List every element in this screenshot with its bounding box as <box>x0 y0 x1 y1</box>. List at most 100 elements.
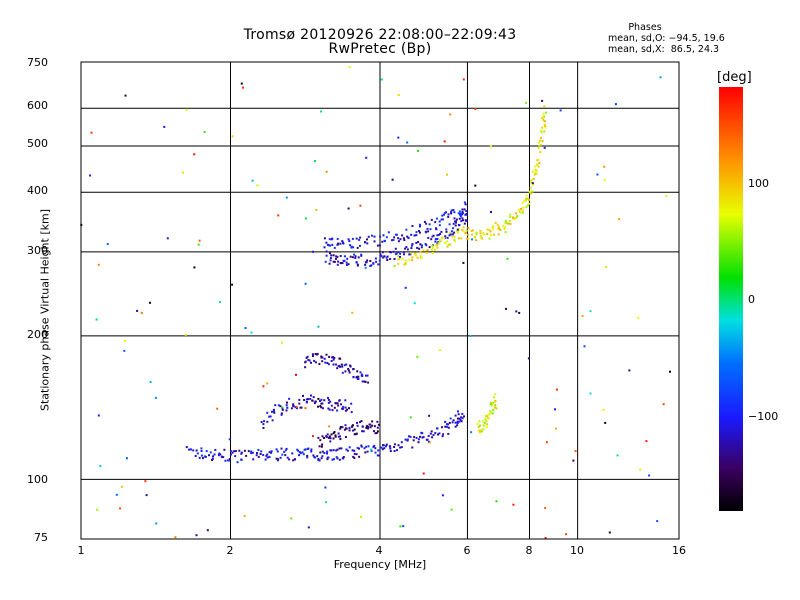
echo-point <box>462 78 465 81</box>
echo-point <box>411 256 414 259</box>
echo-point <box>376 454 379 457</box>
echo-point <box>461 417 464 420</box>
echo-point <box>255 454 258 457</box>
echo-point <box>382 256 385 259</box>
echo-point <box>411 225 414 227</box>
echo-point <box>420 244 423 247</box>
echo-point <box>323 246 326 249</box>
echo-point <box>375 432 378 434</box>
echo-point <box>230 450 233 453</box>
echo-point <box>508 220 511 222</box>
echo-point <box>531 190 534 193</box>
echo-point <box>378 454 381 457</box>
echo-point <box>99 465 102 468</box>
colorbar-tick-label: 0 <box>748 293 755 306</box>
echo-point <box>483 233 486 236</box>
echo-point <box>317 325 320 328</box>
y-tick-label: 100 <box>27 473 48 486</box>
echo-point <box>467 226 470 229</box>
y-tick-label: 200 <box>27 328 48 341</box>
echo-point <box>494 406 497 409</box>
echo-point <box>320 406 323 409</box>
echo-point <box>603 165 606 168</box>
echo-point <box>342 241 344 244</box>
echo-point <box>464 232 467 234</box>
echo-point <box>154 396 157 399</box>
echo-point <box>605 266 608 268</box>
echo-point <box>360 445 363 448</box>
echo-point <box>195 449 198 452</box>
echo-point <box>329 437 332 440</box>
echo-point <box>400 441 403 444</box>
echo-point <box>332 363 335 366</box>
echo-point <box>492 401 495 404</box>
echo-point <box>330 404 333 407</box>
echo-point <box>492 233 495 236</box>
echo-point <box>363 380 366 383</box>
echo-point <box>260 421 263 423</box>
y-tick-label: 750 <box>27 56 48 69</box>
echo-point <box>323 452 326 454</box>
echo-point <box>436 238 439 240</box>
echo-point <box>333 356 336 359</box>
echo-point <box>292 459 295 462</box>
echo-point <box>211 457 214 460</box>
echo-point <box>380 255 382 258</box>
echo-point <box>335 402 338 405</box>
echo-point <box>386 259 389 261</box>
echo-point <box>504 220 507 223</box>
echo-point <box>541 116 544 119</box>
echo-point <box>419 251 422 254</box>
echo-point <box>213 453 216 456</box>
echo-point <box>518 208 520 211</box>
echo-point <box>415 436 418 439</box>
echo-point <box>482 424 485 427</box>
echo-point <box>518 311 521 314</box>
echo-point <box>418 247 421 250</box>
echo-point <box>439 232 442 235</box>
echo-point <box>337 404 340 407</box>
echo-point <box>97 263 100 266</box>
echo-point <box>149 381 152 383</box>
echo-point <box>284 454 287 457</box>
echo-point <box>543 123 546 126</box>
y-tick-label: 75 <box>34 531 48 544</box>
echo-point <box>330 433 333 436</box>
echo-point <box>324 486 327 489</box>
echo-point <box>494 404 497 407</box>
echo-point <box>457 410 459 413</box>
echo-point <box>338 458 341 461</box>
echo-point <box>256 184 259 187</box>
echo-point <box>430 248 433 251</box>
echo-point <box>296 448 299 451</box>
echo-point <box>541 126 544 129</box>
echo-point <box>526 197 529 200</box>
echo-point <box>479 235 482 238</box>
echo-point <box>419 231 421 234</box>
echo-point <box>604 421 607 424</box>
x-tick-label: 16 <box>672 544 686 557</box>
colorbar <box>719 87 743 511</box>
echo-point <box>321 356 324 359</box>
echo-point <box>250 331 253 334</box>
echo-point <box>395 233 398 236</box>
echo-point <box>379 235 382 238</box>
echo-point <box>328 355 331 358</box>
echo-point <box>581 315 584 317</box>
echo-point <box>302 394 304 397</box>
echo-point <box>285 409 288 412</box>
echo-point <box>240 452 243 455</box>
echo-point <box>238 449 241 452</box>
echo-point <box>497 227 500 230</box>
echo-point <box>328 262 331 265</box>
echo-point <box>286 406 289 409</box>
echo-point <box>332 358 335 361</box>
echo-point <box>411 446 414 449</box>
echo-point <box>464 203 467 206</box>
echo-point <box>368 423 371 426</box>
echo-point <box>514 217 517 220</box>
echo-point <box>367 426 370 429</box>
echo-point <box>542 112 545 115</box>
echo-point <box>321 360 324 363</box>
echo-point <box>403 263 406 266</box>
